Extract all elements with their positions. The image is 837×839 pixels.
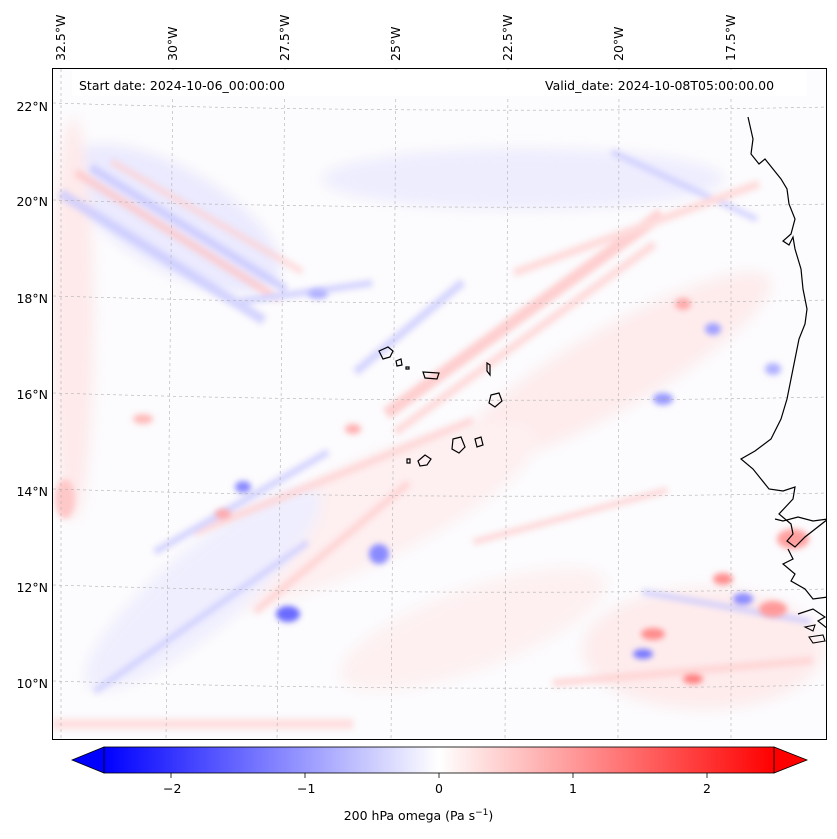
colorbar-tick-label: −1 <box>297 781 316 796</box>
colorbar-gradient <box>103 746 775 774</box>
lon-label: 32.5°W <box>53 14 68 61</box>
lat-label: 20°N <box>16 194 48 209</box>
lat-label: 14°N <box>16 484 48 499</box>
valid-date-label: Valid_date: 2024-10-08T05:00:00.00 <box>545 78 775 93</box>
lon-label: 30°W <box>165 26 180 61</box>
info-banner <box>72 70 807 96</box>
omega-field <box>53 69 826 739</box>
colorbar-tick-label: 1 <box>569 781 577 796</box>
lat-label: 22°N <box>16 99 48 114</box>
cape-verde-islands <box>378 346 503 467</box>
lon-label: 22.5°W <box>500 14 515 61</box>
colorbar-extend-min <box>70 746 105 774</box>
coastline-guinea <box>797 608 826 629</box>
lat-label: 10°N <box>16 676 48 691</box>
streak-bands <box>53 148 813 729</box>
coastline-africa <box>739 116 826 548</box>
colorbar-title: 200 hPa omega (Pa s−1) <box>343 808 494 824</box>
convective-cells <box>55 289 809 684</box>
lon-label: 20°W <box>611 26 626 61</box>
lon-label: 27.5°W <box>277 14 292 61</box>
lat-label: 18°N <box>16 291 48 306</box>
coastline-guinea-bissau <box>781 548 826 600</box>
start-date-label: Start date: 2024-10-06_00:00:00 <box>79 78 285 93</box>
map-panel[interactable] <box>52 68 827 740</box>
lon-label: 17.5°W <box>723 14 738 61</box>
lat-label: 16°N <box>16 387 48 402</box>
coastline-islands-bijagos <box>803 624 826 644</box>
colorbar-tick-label: 0 <box>435 781 443 796</box>
lat-label: 12°N <box>16 580 48 595</box>
graticule <box>53 69 826 739</box>
colorbar-tick-label: 2 <box>703 781 711 796</box>
colorbar-tick-label: −2 <box>163 781 182 796</box>
lon-label: 25°W <box>388 26 403 61</box>
coastline-gambia <box>774 516 826 522</box>
colorbar-extend-max <box>773 746 809 774</box>
